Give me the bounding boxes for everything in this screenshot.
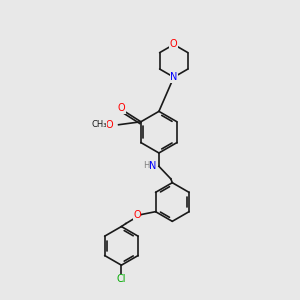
- Text: N: N: [149, 161, 157, 171]
- Text: O: O: [106, 120, 113, 130]
- Text: O: O: [133, 210, 141, 220]
- Text: Cl: Cl: [117, 274, 126, 284]
- Text: CH₃: CH₃: [92, 120, 107, 129]
- Text: O: O: [170, 40, 178, 50]
- Text: H: H: [143, 161, 150, 170]
- Text: O: O: [118, 103, 125, 113]
- Text: N: N: [170, 72, 178, 82]
